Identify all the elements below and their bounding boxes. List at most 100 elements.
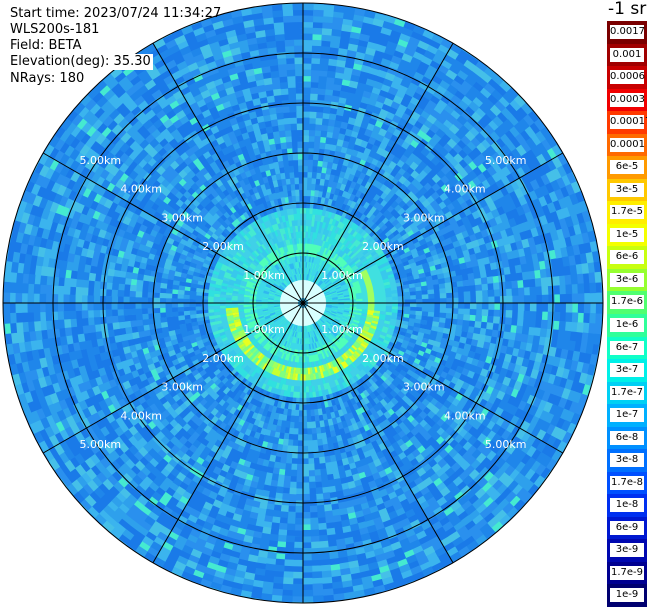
range-ring-label: 3.00km <box>161 211 203 224</box>
colorbar-level: 3e-6 <box>607 268 647 292</box>
colorbar-level-label: 6e-8 <box>610 430 644 445</box>
colorbar-level-label: 1e-9 <box>610 588 644 603</box>
field-text: Field: BETA <box>10 38 82 53</box>
ppi-beta-cells <box>3 3 602 603</box>
ppi-beta-cells <box>3 3 603 603</box>
ppi-beta-cells <box>255 255 351 351</box>
colorbar-level-label: 6e-7 <box>610 340 644 355</box>
range-ring-label: 2.00km <box>202 240 244 253</box>
range-ring-label: 2.00km <box>362 240 404 253</box>
azimuth-spoke <box>42 152 304 304</box>
ppi-beta-cells <box>225 269 381 381</box>
ppi-beta-cells <box>3 3 603 603</box>
colorbar-level-label: 3e-9 <box>610 543 644 558</box>
colorbar-level: 6e-7 <box>607 336 647 360</box>
ppi-plot: 1.00km 1.00km 1.00km 1.00km 2.00km 2.00km 2.00… <box>2 2 604 604</box>
nrays-text: NRays: 180 <box>10 71 87 87</box>
colorbar-level: 0.0006 <box>607 66 647 90</box>
colorbar-level: 1.7e-7 <box>607 381 647 405</box>
range-ring-label: 1.00km <box>243 269 285 282</box>
ppi-beta-cells <box>255 255 351 349</box>
range-ring-label: 4.00km <box>444 409 486 422</box>
range-ring-label: 5.00km <box>485 154 527 167</box>
colorbar-level: 0.0017 <box>607 21 647 45</box>
colorbar-level-label: 0.0006 <box>610 70 645 85</box>
azimuth-spoke <box>302 302 564 454</box>
colorbar-level: 1.7e-9 <box>607 561 647 585</box>
range-ring-label: 5.00km <box>80 438 122 451</box>
colorbar-level-label: 3e-8 <box>610 453 644 468</box>
colorbar-level-label: 6e-9 <box>610 520 644 535</box>
ppi-outer-edge <box>2 2 604 604</box>
elevation-text: Elevation(deg): 35.30 <box>10 54 153 70</box>
colorbar-level: 3e-5 <box>607 178 647 202</box>
colorbar-level-label: 0.0001 <box>610 137 645 152</box>
colorbar-level: 1.7e-8 <box>607 471 647 495</box>
range-ring-label: 1.00km <box>243 323 285 336</box>
ppi-beta-cells <box>208 207 399 399</box>
colorbar-title: -1 sr <box>608 0 647 19</box>
start-time-text: Start time: 2023/07/24 11:34:27 <box>10 6 222 21</box>
azimuth-spoke <box>302 42 454 304</box>
colorbar-level: 1e-8 <box>607 494 647 518</box>
colorbar-level-label: 3e-7 <box>610 363 644 378</box>
colorbar-level: 1e-7 <box>607 404 647 428</box>
range-ring-label: 5.00km <box>485 438 527 451</box>
colorbar-level: 3e-9 <box>607 539 647 563</box>
colorbar-level-label: 1e-7 <box>610 408 644 423</box>
range-ring-label: 4.00km <box>444 183 486 196</box>
azimuth-spoke <box>42 302 304 454</box>
colorbar-level: 6e-6 <box>607 246 647 270</box>
colorbar-level: 6e-5 <box>607 156 647 180</box>
instrument-text: WLS200s-181 <box>10 22 100 37</box>
colorbar-level-label: 6e-6 <box>610 250 644 265</box>
colorbar-level-label: 3e-5 <box>610 182 644 197</box>
colorbar-level: 1.7e-5 <box>607 201 647 225</box>
colorbar-level: 0.00017 <box>607 111 647 135</box>
colorbar-level: 1.7e-6 <box>607 291 647 315</box>
ppi-beta-cells <box>226 315 379 381</box>
ppi-beta-cells <box>207 207 399 399</box>
range-ring-label: 3.00km <box>403 211 445 224</box>
range-ring-label: 4.00km <box>120 183 162 196</box>
range-ring-label: 1.00km <box>321 269 363 282</box>
colorbar-level: 1e-6 <box>607 314 647 338</box>
colorbar-level-label: 1.7e-8 <box>610 475 644 490</box>
range-ring-label: 3.00km <box>403 381 445 394</box>
colorbar-level: 1e-5 <box>607 223 647 247</box>
colorbar-level-label: 1.7e-6 <box>610 295 644 310</box>
range-ring-label: 2.00km <box>202 352 244 365</box>
colorbar: 0.0017 0.001 0.0006 0.0003 0.00017 0.0001 6e-5… <box>607 21 647 607</box>
colorbar-level: 1e-9 <box>607 584 647 607</box>
colorbar-level-label: 6e-5 <box>610 160 644 175</box>
colorbar-level-label: 1e-8 <box>610 498 644 513</box>
colorbar-level-label: 0.001 <box>610 47 644 62</box>
colorbar-level: 3e-8 <box>607 449 647 473</box>
colorbar-level-label: 0.00017 <box>610 115 647 130</box>
azimuth-spoke <box>152 42 304 304</box>
colorbar-level: 3e-7 <box>607 359 647 383</box>
range-ring-label: 1.00km <box>321 323 363 336</box>
colorbar-level: 0.001 <box>607 43 647 67</box>
colorbar-level-label: 0.0017 <box>610 25 645 39</box>
colorbar-level-label: 0.0003 <box>610 92 645 107</box>
ppi-beta-cells <box>255 255 351 351</box>
colorbar-level: 6e-9 <box>607 516 647 540</box>
range-ring-label: 4.00km <box>120 409 162 422</box>
colorbar-level-label: 3e-6 <box>610 272 644 287</box>
colorbar-level: 0.0001 <box>607 133 647 157</box>
azimuth-spoke <box>302 302 454 564</box>
azimuth-spoke <box>152 302 304 564</box>
range-ring-label: 5.00km <box>80 154 122 167</box>
range-ring-label: 3.00km <box>161 381 203 394</box>
azimuth-spoke <box>302 152 564 304</box>
range-ring-label: 2.00km <box>362 352 404 365</box>
colorbar-level-label: 1.7e-5 <box>610 205 644 220</box>
colorbar-level: 6e-8 <box>607 426 647 450</box>
colorbar-level-label: 1.7e-9 <box>610 565 644 580</box>
colorbar-level: 0.0003 <box>607 88 647 112</box>
colorbar-level-label: 1.7e-7 <box>610 385 644 400</box>
ppi-beta-cells <box>279 279 327 327</box>
colorbar-level-label: 1e-6 <box>610 318 644 332</box>
colorbar-level-label: 1e-5 <box>610 227 644 242</box>
